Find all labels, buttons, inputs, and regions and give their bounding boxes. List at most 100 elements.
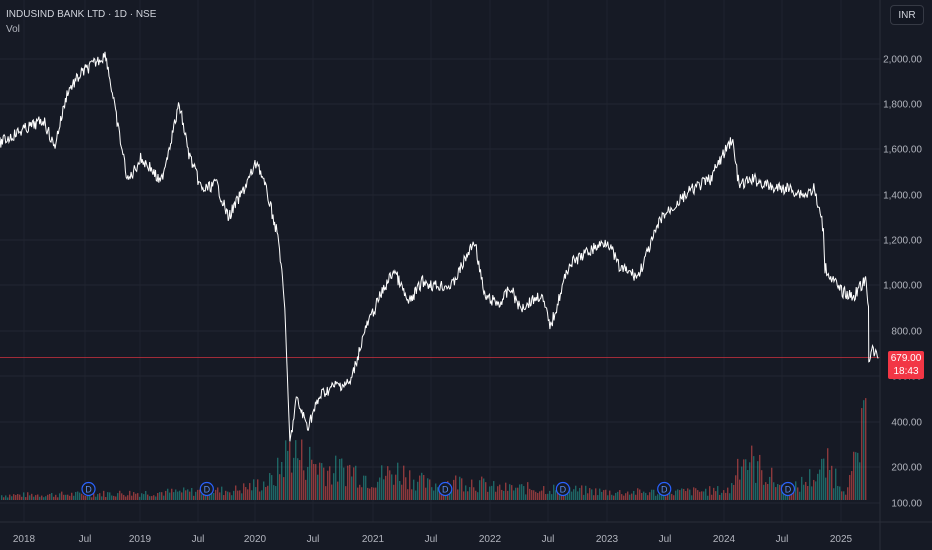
volume-bar [597, 495, 599, 500]
volume-bar [63, 494, 65, 500]
volume-bar [667, 491, 669, 500]
volume-bar [415, 490, 417, 500]
volume-bar [347, 465, 349, 500]
volume-bar [397, 462, 399, 500]
volume-bar [43, 497, 45, 500]
volume-bar [273, 485, 275, 500]
volume-bar [635, 494, 637, 500]
volume-bar [161, 492, 163, 500]
volume-bar [117, 493, 119, 500]
volume-bar [575, 485, 577, 500]
volume-bar [95, 496, 97, 500]
volume-bar [815, 481, 817, 500]
x-tick-label: Jul [776, 534, 789, 545]
volume-bar [753, 456, 755, 500]
volume-bar [553, 484, 555, 500]
volume-bar [333, 473, 335, 500]
volume-bar [367, 487, 369, 500]
volume-bar [775, 487, 777, 500]
volume-bar [437, 487, 439, 500]
volume-bar [71, 492, 73, 500]
volume-bar [121, 493, 123, 500]
volume-bar [691, 495, 693, 500]
y-axis[interactable]: 2,000.00 1,800.00 1,600.00 1,400.00 1,200.00… [883, 55, 922, 510]
volume-bar [621, 494, 623, 500]
volume-bar [207, 495, 209, 500]
volume-bar [281, 461, 283, 500]
volume-bar [453, 479, 455, 500]
volume-bar [719, 494, 721, 500]
volume-bar [789, 495, 791, 500]
volume-bar [831, 465, 833, 500]
dividend-marker[interactable]: D [199, 481, 214, 497]
volume-bar [83, 495, 85, 500]
volume-bar [257, 479, 259, 500]
volume-bar [91, 497, 93, 500]
volume-bar [409, 470, 411, 500]
volume-bar [137, 493, 139, 500]
volume-bar [215, 489, 217, 500]
volume-bar [53, 496, 55, 500]
volume-bar [765, 482, 767, 500]
volume-bar [721, 492, 723, 500]
volume-bar [271, 475, 273, 500]
volume-bar [605, 489, 607, 500]
y-tick-label: 400.00 [891, 418, 922, 429]
volume-bar [405, 477, 407, 500]
volume-bar [213, 492, 215, 500]
x-axis[interactable]: 2018 Jul 2019 Jul 2020 Jul 2021 Jul 2022 Jul 2023 J… [13, 534, 853, 545]
y-tick-label: 1,400.00 [883, 191, 922, 202]
volume-bar [585, 485, 587, 500]
symbol-title[interactable]: INDUSIND BANK LTD · 1D · NSE [6, 9, 157, 20]
currency-button[interactable]: INR [890, 5, 924, 25]
volume-bar [835, 468, 837, 500]
volume-bar [735, 475, 737, 500]
volume-bar [657, 494, 659, 500]
volume-bar [695, 488, 697, 500]
volume-bar [201, 494, 203, 500]
volume-bar [625, 493, 627, 500]
volume-legend-label[interactable]: Vol [6, 24, 20, 35]
x-tick-label: Jul [425, 534, 438, 545]
volume-bar [745, 459, 747, 500]
volume-bar [673, 495, 675, 500]
volume-bar [375, 487, 377, 500]
dividend-marker[interactable]: D [438, 481, 453, 497]
volume-bar [339, 459, 341, 500]
volume-bar [1, 495, 3, 500]
x-tick-label: 2025 [830, 534, 853, 545]
volume-bar [829, 469, 831, 500]
volume-bar [707, 495, 709, 500]
volume-bar [183, 487, 185, 500]
volume-bar [195, 491, 197, 500]
volume-bar [755, 482, 757, 500]
volume-bar [385, 475, 387, 500]
volume-bar [817, 473, 819, 500]
dividend-marker[interactable]: D [81, 481, 96, 497]
volume-bar [771, 467, 773, 500]
volume-bar [145, 490, 147, 500]
x-tick-label: 2019 [129, 534, 152, 545]
volume-bar [139, 496, 141, 500]
volume-bar [541, 490, 543, 500]
volume-bar [323, 467, 325, 500]
dividend-marker[interactable]: D [555, 481, 571, 497]
volume-bar [153, 495, 155, 500]
volume-bar [27, 492, 29, 500]
dividend-letter: D [785, 485, 792, 495]
volume-bar [75, 491, 77, 500]
volume-bar [119, 490, 121, 500]
volume-bar [65, 494, 67, 500]
dividend-marker[interactable]: D [780, 481, 796, 497]
volume-bar [823, 458, 825, 500]
volume-bar [583, 494, 585, 500]
y-tick-label: 100.00 [891, 499, 922, 510]
volume-bar [535, 491, 537, 500]
volume-bar [837, 485, 839, 500]
volume-bar [641, 493, 643, 500]
dividend-marker[interactable]: D [657, 481, 672, 497]
volume-bar [757, 461, 759, 500]
dividend-letter: D [560, 485, 567, 495]
